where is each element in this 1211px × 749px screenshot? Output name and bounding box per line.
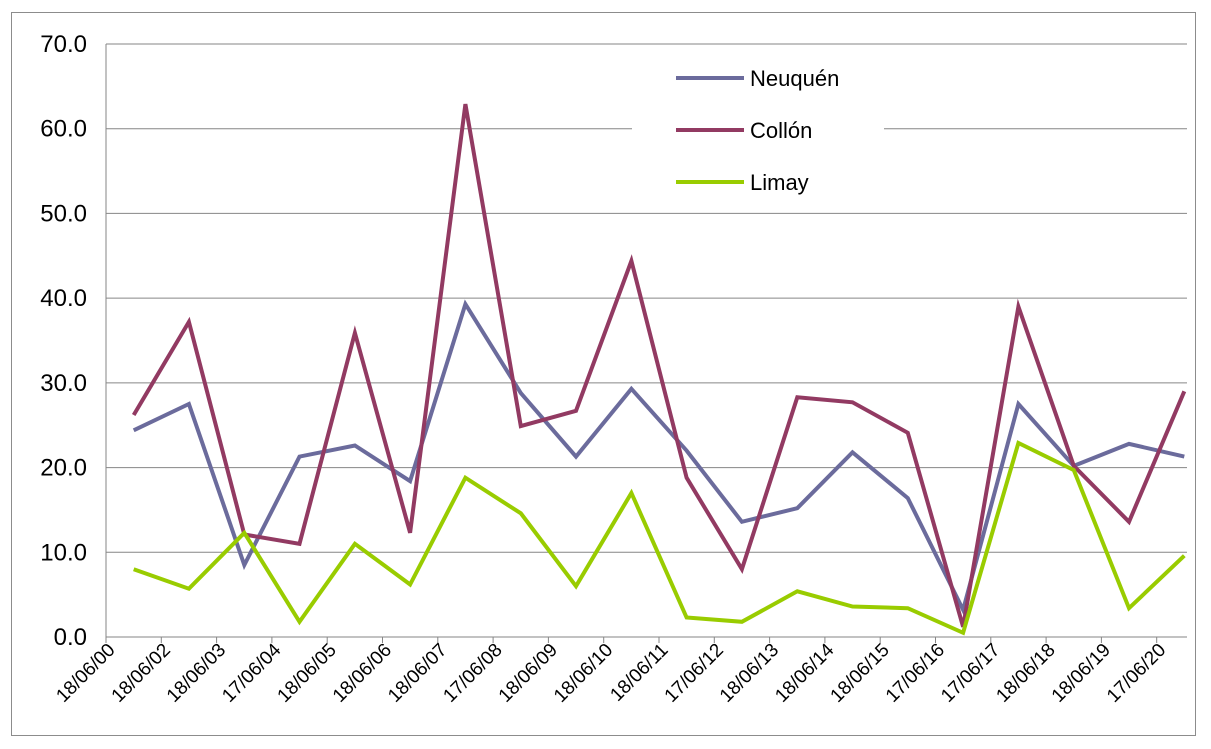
y-tick-label-5: 50.0 (40, 200, 87, 227)
y-tick-label-6: 60.0 (40, 116, 87, 143)
x-tick-label-1: 18/06/02 (108, 640, 175, 707)
series-line-0 (132, 299, 1185, 616)
x-tick-label-15: 17/06/16 (882, 640, 949, 707)
y-tick-label-1: 10.0 (40, 539, 87, 566)
chart-frame (11, 12, 1196, 736)
x-tick-label-7: 17/06/08 (439, 640, 506, 707)
x-tick-label-17: 18/06/18 (992, 640, 1059, 707)
x-tick-label-6: 18/06/07 (384, 640, 451, 707)
y-tick-label-4: 40.0 (40, 285, 87, 312)
legend-label-0: Neuquén (750, 66, 839, 91)
x-tick-label-5: 18/06/06 (329, 640, 396, 707)
series-line-1 (131, 103, 1187, 628)
y-tick-label-7: 70.0 (40, 31, 87, 58)
legend-label-1: Collón (750, 118, 812, 143)
x-tick-label-3: 17/06/04 (218, 639, 285, 706)
x-tick-label-14: 18/06/15 (827, 640, 894, 707)
series-line-2 (133, 440, 1186, 636)
y-tick-label-3: 30.0 (40, 370, 87, 397)
x-tick-label-4: 18/06/05 (274, 640, 341, 707)
x-tick-label-10: 18/06/11 (606, 640, 672, 706)
x-tick-label-11: 17/06/12 (661, 640, 728, 707)
x-tick-label-9: 18/06/10 (550, 640, 617, 707)
y-tick-label-2: 20.0 (40, 455, 87, 482)
x-tick-label-19: 17/06/20 (1103, 640, 1170, 707)
x-tick-label-16: 17/06/17 (937, 640, 1004, 707)
legend-background (632, 60, 884, 210)
x-tick-label-12: 18/06/13 (716, 640, 783, 707)
legend-label-2: Limay (750, 170, 809, 195)
y-tick-label-0: 0.0 (54, 624, 87, 651)
x-tick-label-2: 18/06/03 (163, 640, 230, 707)
x-tick-label-8: 18/06/09 (495, 640, 562, 707)
x-tick-label-13: 18/06/14 (771, 639, 838, 706)
x-tick-label-18: 18/06/19 (1048, 640, 1115, 707)
